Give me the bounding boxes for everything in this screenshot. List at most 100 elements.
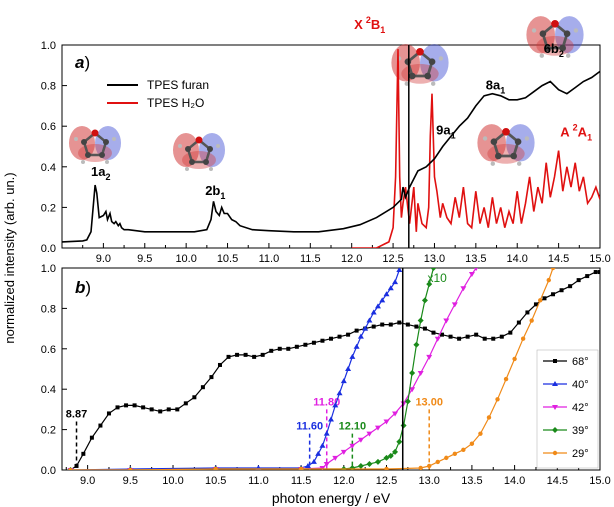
data-point-40deg <box>353 343 360 349</box>
annotation-subscript: 2 <box>105 172 110 182</box>
data-point-68deg <box>508 330 513 335</box>
x-tick-label: 10.0 <box>175 253 196 265</box>
y-tick-label: 0.8 <box>41 81 56 93</box>
data-point-42deg <box>319 465 326 470</box>
legend-marker-39deg <box>552 427 558 433</box>
data-point-68deg <box>217 362 222 367</box>
x-axis-label: photon energy / eV <box>272 490 391 506</box>
data-point-39deg <box>417 317 424 324</box>
data-point-68deg <box>183 401 188 406</box>
data-point-42deg <box>383 419 390 425</box>
data-point-68deg <box>226 354 231 359</box>
data-point-68deg <box>474 332 479 337</box>
data-point-68deg <box>533 302 538 307</box>
data-point-42deg <box>474 268 478 271</box>
x-tick-label: 14.5 <box>548 253 569 265</box>
data-point-39deg <box>421 297 428 304</box>
x-tick-label: 15.0 <box>589 253 610 265</box>
data-point-29deg <box>384 466 389 470</box>
data-point-40deg <box>362 325 369 331</box>
x-tick-label: 11.0 <box>248 475 269 487</box>
x-tick-label: 15.0 <box>589 475 610 487</box>
data-point-29deg <box>520 336 526 341</box>
data-point-68deg <box>311 340 316 345</box>
orbital-x2b1-icon <box>391 44 449 86</box>
data-point-68deg <box>98 423 103 428</box>
data-point-68deg <box>89 435 94 440</box>
data-point-68deg <box>200 385 205 390</box>
data-point-29deg <box>478 431 483 436</box>
legend-box <box>536 349 599 469</box>
legend-panel-a: TPES furan TPES H₂O <box>107 78 209 110</box>
data-point-42deg <box>374 425 381 431</box>
data-point-40deg <box>332 402 339 408</box>
data-point-68deg <box>209 375 214 380</box>
data-point-39deg <box>404 398 411 405</box>
legend-marker-40deg <box>552 381 558 386</box>
annotation-term: A <box>578 124 588 139</box>
data-point-42deg <box>451 302 458 308</box>
data-point-42deg <box>366 431 373 437</box>
data-point-68deg <box>585 274 590 279</box>
data-point-68deg <box>260 352 265 357</box>
data-point-68deg <box>440 332 445 337</box>
x-tick-label: 10.5 <box>205 475 226 487</box>
data-point-29deg <box>461 447 466 452</box>
annotation-main-text: 8a <box>486 78 501 93</box>
data-point-42deg <box>357 437 364 443</box>
data-point-29deg <box>435 459 440 465</box>
data-point-68deg <box>576 278 581 283</box>
data-point-68deg <box>269 348 274 353</box>
y-tick-label: 0.0 <box>41 465 56 477</box>
data-point-39deg <box>374 458 381 465</box>
annotation-subscript: 1 <box>451 130 456 140</box>
data-point-40deg <box>315 450 322 456</box>
data-point-40deg <box>387 285 394 291</box>
data-point-40deg <box>340 378 347 384</box>
data-point-39deg <box>392 448 399 455</box>
annotation-9a1: 9a1 <box>436 122 455 140</box>
panel-b: 0.0 0.2 0.4 0.6 0.8 1.0 9.0 9.5 10.0 10.5 11.0 11.5… <box>41 263 611 487</box>
orbital-9a1-icon <box>477 124 535 166</box>
x-tick-label: 13.0 <box>418 475 439 487</box>
annotation-superscript: 2 <box>366 15 371 25</box>
data-point-68deg <box>81 451 86 456</box>
series-line-68deg <box>70 271 600 470</box>
panel-a: 0.0 0.2 0.4 0.6 0.8 1.0 9.0 9.5 10.0 10.5 11.0 11.5… <box>41 15 611 265</box>
x-tick-label: 9.5 <box>137 253 152 265</box>
x-tick-label: 12.0 <box>333 475 354 487</box>
data-point-29deg <box>495 397 500 402</box>
annotation-main-text: 1a <box>91 164 106 179</box>
y-tick-label: 1.0 <box>41 263 56 275</box>
annotation-subscript: 1 <box>380 25 385 35</box>
series-line-29deg <box>70 268 554 470</box>
y-axis-label: normalized intensity (arb. un.) <box>2 172 17 343</box>
data-point-68deg <box>559 288 564 293</box>
annotation-main-text: 9a <box>436 122 451 137</box>
data-point-68deg <box>303 342 308 347</box>
data-point-68deg <box>277 346 282 351</box>
data-point-40deg <box>310 458 317 464</box>
data-point-68deg <box>371 324 376 329</box>
data-point-42deg <box>434 336 441 342</box>
data-point-68deg <box>457 336 462 341</box>
data-point-42deg <box>468 272 475 278</box>
x-tick-label: 12.0 <box>341 253 362 265</box>
data-point-40deg <box>323 430 330 436</box>
data-point-68deg <box>516 320 521 325</box>
annotation-main-text: X <box>354 17 363 32</box>
legend-label-39deg: 39° <box>572 425 589 437</box>
annotation-subscript: 1 <box>587 132 592 142</box>
legend-marker-42deg <box>552 405 558 410</box>
data-point-68deg <box>252 354 257 359</box>
y-tick-label: 0.4 <box>41 162 56 174</box>
x-tick-label: 14.0 <box>507 253 528 265</box>
data-point-42deg <box>340 449 347 455</box>
data-point-39deg <box>430 268 437 271</box>
data-point-68deg <box>192 395 197 400</box>
data-point-39deg <box>387 452 394 459</box>
data-point-39deg <box>396 438 403 445</box>
data-point-40deg <box>366 317 373 323</box>
data-point-29deg <box>68 467 73 470</box>
data-point-68deg <box>431 330 436 335</box>
